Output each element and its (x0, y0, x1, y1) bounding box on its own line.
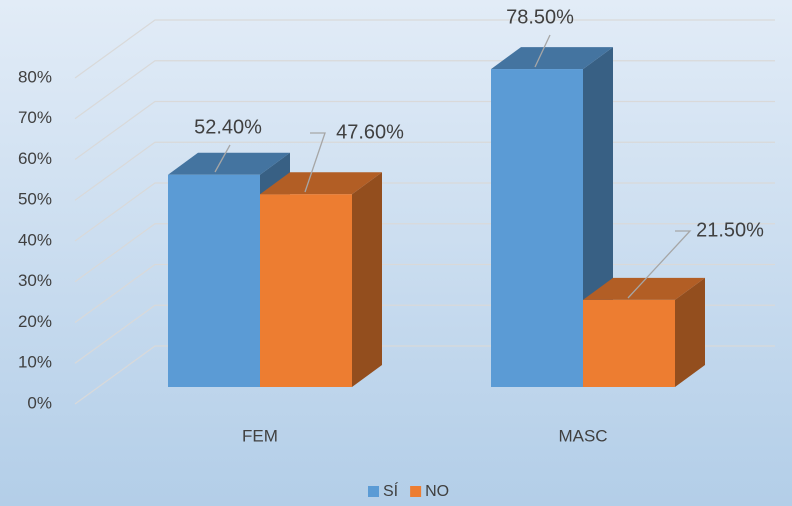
data-label: 21.50% (696, 219, 764, 241)
legend-swatch (368, 486, 379, 497)
data-label: 47.60% (336, 121, 404, 143)
x-tick-label: FEM (242, 426, 278, 445)
bar (168, 174, 260, 387)
y-tick-label: 0% (27, 393, 52, 412)
bar-top (168, 152, 290, 175)
grid-line (74, 19, 775, 79)
bar-top (260, 172, 382, 195)
y-tick-label: 40% (18, 230, 52, 249)
bar-side (352, 172, 382, 387)
data-label: 52.40% (194, 116, 262, 138)
y-tick-label: 50% (18, 190, 52, 209)
bar (583, 299, 675, 387)
legend-swatch (410, 486, 422, 497)
bar-side (675, 277, 705, 387)
y-tick-label: 80% (18, 67, 52, 86)
legend-label: NO (425, 483, 449, 500)
x-tick-label: MASC (558, 426, 607, 445)
bar-top (491, 47, 613, 70)
data-label: 78.50% (506, 6, 574, 28)
leader-line (304, 132, 326, 193)
bar (260, 194, 352, 387)
y-tick-label: 70% (18, 108, 52, 127)
leader-line (627, 230, 692, 299)
y-tick-label: 60% (18, 149, 52, 168)
bar (491, 69, 583, 387)
y-tick-label: 20% (18, 312, 52, 331)
leader-line (534, 34, 551, 68)
leader-line (214, 144, 231, 173)
bar-top (583, 277, 705, 300)
y-tick-label: 30% (18, 271, 52, 290)
y-tick-label: 10% (18, 353, 52, 372)
legend-label: SÍ (383, 481, 399, 500)
